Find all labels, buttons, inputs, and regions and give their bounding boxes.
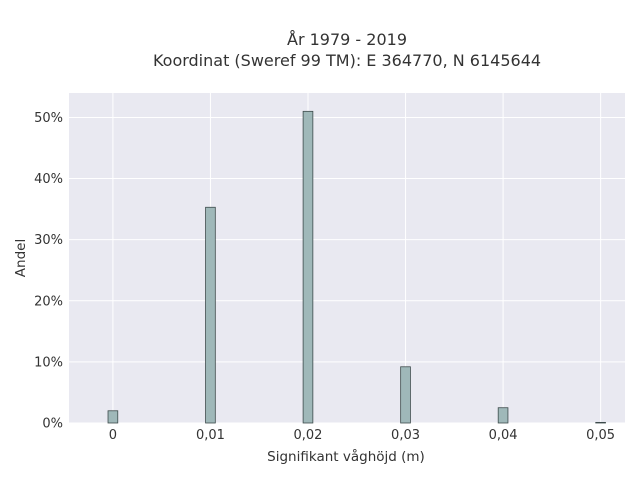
tick-labels: 0 0,01 0,02 0,03 0,04 0,05 0% 10% 20% 30% 40% 50% bbox=[34, 111, 615, 443]
x-axis-label: Signifikant våghöjd (m) bbox=[267, 448, 425, 465]
y-tick-label: 40% bbox=[34, 172, 63, 187]
bars bbox=[107, 110, 606, 424]
y-tick-label: 50% bbox=[34, 111, 63, 126]
y-tick-label: 20% bbox=[34, 294, 63, 309]
y-tick-label: 0% bbox=[42, 417, 63, 432]
x-tick-label: 0 bbox=[109, 428, 117, 443]
y-tick-label: 30% bbox=[34, 233, 63, 248]
x-tick-label: 0,03 bbox=[391, 428, 420, 443]
histogram-bar bbox=[107, 410, 119, 424]
histogram-bar bbox=[595, 421, 606, 424]
histogram-bar bbox=[205, 206, 216, 424]
chart-subtitle: Koordinat (Sweref 99 TM): E 364770, N 61… bbox=[153, 51, 541, 70]
x-tick-label: 0,05 bbox=[586, 428, 615, 443]
x-tick-label: 0,04 bbox=[489, 428, 518, 443]
histogram-bar bbox=[302, 110, 314, 424]
x-tick-label: 0,01 bbox=[196, 428, 225, 443]
histogram-bar bbox=[497, 407, 509, 424]
plot-area bbox=[69, 93, 625, 423]
y-tick-label: 10% bbox=[34, 355, 63, 370]
histogram-bar bbox=[400, 366, 411, 424]
y-axis-label: Andel bbox=[13, 239, 29, 277]
chart-title: År 1979 - 2019 bbox=[287, 30, 407, 49]
x-tick-label: 0,02 bbox=[294, 428, 323, 443]
